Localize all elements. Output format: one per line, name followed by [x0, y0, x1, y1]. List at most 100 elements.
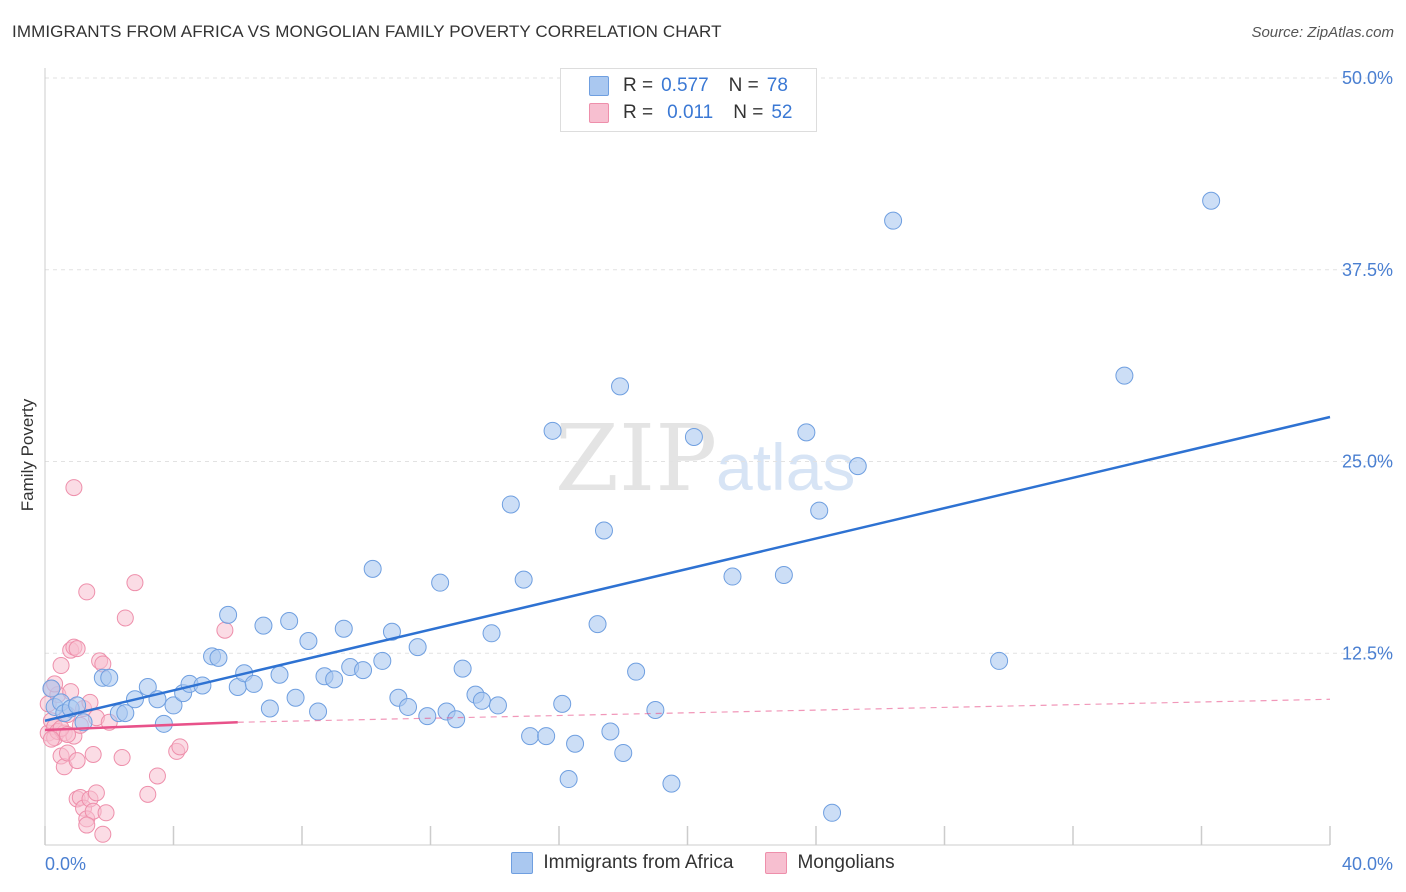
mongolians-point	[216, 621, 234, 639]
africa-point	[244, 674, 263, 693]
africa-point	[100, 668, 119, 687]
n-label: N =	[728, 75, 759, 96]
mongolians-point	[78, 583, 96, 601]
mongolians-point	[42, 730, 60, 748]
africa-point	[848, 457, 867, 476]
r-value: 0.011	[667, 102, 714, 123]
africa-point	[286, 688, 305, 707]
africa-point	[431, 573, 450, 592]
stats-row-africa: R = 0.577 N = 78	[561, 73, 788, 99]
africa-point	[884, 211, 903, 230]
mongolians-point	[139, 785, 157, 803]
mongolians-point	[68, 752, 86, 770]
africa-point	[1115, 366, 1134, 385]
mongolians-point	[84, 745, 102, 763]
africa-point	[447, 710, 466, 729]
africa-point	[334, 619, 353, 638]
africa-point	[501, 495, 520, 514]
mongolians-point	[78, 816, 96, 834]
legend-item-africa[interactable]: Immigrants from Africa	[511, 852, 733, 874]
africa-point	[521, 727, 540, 746]
africa-point	[566, 734, 585, 753]
mongolians-point	[52, 657, 70, 675]
africa-point	[254, 616, 273, 635]
chart-title: IMMIGRANTS FROM AFRICA VS MONGOLIAN FAMI…	[12, 22, 722, 41]
africa-point	[488, 696, 507, 715]
x-tick-label: 40.0%	[1342, 854, 1393, 874]
africa-point	[627, 662, 646, 681]
y-tick-label: 50.0%	[1342, 68, 1393, 88]
africa-point	[514, 570, 533, 589]
africa-point	[594, 521, 613, 540]
africa-trend-line	[44, 415, 1331, 722]
africa-point	[408, 638, 427, 657]
africa-point	[453, 659, 472, 678]
africa-point	[553, 694, 572, 713]
africa-point	[774, 566, 793, 585]
africa-point	[209, 648, 228, 667]
stats-legend: R = 0.577 N = 78 R = 0.011 N = 52	[560, 68, 817, 132]
africa-point	[588, 615, 607, 634]
mongolians-swatch	[589, 103, 609, 123]
africa-point	[309, 702, 328, 721]
mongolians-point	[58, 726, 76, 744]
africa-point	[325, 670, 344, 689]
africa-point	[399, 697, 418, 716]
africa-point	[373, 651, 392, 670]
watermark: ZIP atlas	[555, 405, 855, 512]
legend-label-africa: Immigrants from Africa	[543, 852, 734, 873]
africa-point	[990, 651, 1009, 670]
africa-point	[382, 622, 401, 641]
africa-point	[354, 661, 373, 680]
africa-point	[363, 559, 382, 578]
africa-point	[823, 803, 842, 822]
africa-point	[280, 612, 299, 631]
mongolians-point	[171, 738, 189, 756]
source-credit: Source: ZipAtlas.com	[1251, 24, 1394, 41]
x-tick-label: 0.0%	[45, 854, 86, 874]
africa-point	[810, 501, 829, 520]
mongolians-point	[116, 609, 134, 627]
africa-point	[537, 727, 556, 746]
mongolians-point	[126, 574, 144, 592]
mongolians-swatch	[765, 852, 788, 874]
africa-point	[116, 704, 135, 723]
mongolians-trend-line	[44, 721, 238, 732]
grid-lines	[45, 77, 1392, 654]
r-label: R =	[623, 75, 654, 96]
mongolians-point	[97, 804, 115, 822]
africa-point	[601, 722, 620, 741]
r-value: 0.577	[661, 75, 709, 96]
n-label: N =	[733, 102, 764, 123]
mongolians-point	[113, 749, 131, 767]
africa-point	[482, 624, 501, 643]
africa-point	[614, 743, 633, 762]
n-value: 52	[771, 102, 793, 123]
legend-label-mongolians: Mongolians	[797, 852, 895, 873]
africa-point	[299, 631, 318, 650]
africa-point	[662, 774, 681, 793]
y-tick-label: 12.5%	[1342, 643, 1393, 663]
africa-point	[164, 696, 183, 715]
africa-point	[559, 770, 578, 789]
mongolians-point	[68, 640, 86, 658]
legend-item-mongolians[interactable]: Mongolians	[765, 852, 895, 874]
africa-point	[611, 377, 630, 396]
africa-swatch	[511, 852, 534, 874]
africa-point	[723, 567, 742, 586]
mongolians-point	[65, 479, 83, 497]
y-tick-label: 37.5%	[1342, 260, 1393, 280]
mongolians-point	[87, 784, 105, 802]
watermark-atlas: atlas	[716, 430, 855, 504]
n-value: 78	[766, 75, 788, 96]
africa-point	[797, 423, 816, 442]
axes	[44, 68, 1331, 846]
africa-swatch	[589, 76, 609, 96]
africa-point	[1202, 191, 1221, 210]
africa-point	[684, 427, 703, 446]
mongolians-points	[39, 479, 234, 843]
series-legend: Immigrants from Africa Mongolians	[0, 852, 1406, 874]
africa-point	[543, 421, 562, 440]
mongolians-point	[94, 825, 112, 843]
africa-point	[270, 665, 289, 684]
